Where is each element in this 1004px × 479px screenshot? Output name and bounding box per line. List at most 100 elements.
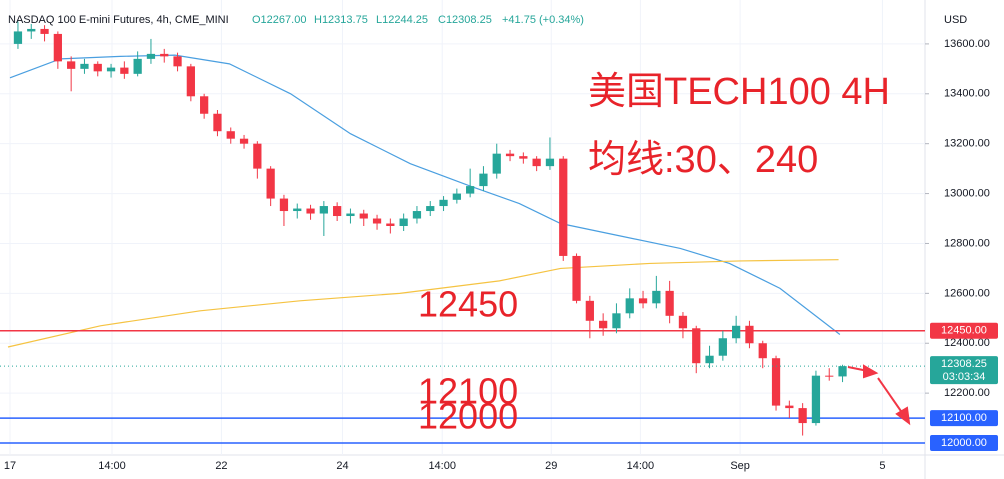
- candle-body: [625, 298, 634, 314]
- header-low: L12244.25: [376, 14, 428, 26]
- candle-body: [146, 53, 156, 59]
- moving-average: [7, 259, 839, 348]
- x-tick-label: 14:00: [428, 460, 456, 472]
- candle-body: [479, 173, 488, 187]
- candle-body: [27, 28, 36, 32]
- candle-body: [745, 325, 754, 344]
- chart-title: 美国TECH100 4H: [588, 71, 890, 113]
- candle-body: [665, 290, 674, 316]
- candle-body: [572, 255, 581, 301]
- candle-body: [213, 113, 222, 132]
- candle-body: [798, 408, 807, 424]
- candle-body: [53, 33, 62, 62]
- candle-body: [545, 158, 555, 167]
- candle-body: [226, 131, 235, 139]
- x-tick-label: Sep: [730, 460, 750, 472]
- x-tick-label: 29: [545, 460, 557, 472]
- candle-body: [705, 355, 714, 364]
- level-tag: [930, 410, 998, 427]
- level-annotation: 12100: [418, 371, 518, 412]
- candle-body: [732, 325, 741, 339]
- candle-body: [173, 56, 182, 67]
- x-tick-label: 24: [336, 460, 348, 472]
- x-tick-label: 14:00: [627, 460, 655, 472]
- candle-body: [306, 208, 315, 214]
- x-tick-label: 5: [879, 460, 885, 472]
- candle-body: [266, 168, 275, 199]
- candle-body: [120, 67, 129, 74]
- candle-body: [160, 53, 169, 57]
- plot-area: [0, 0, 925, 455]
- level-tag-label: 12100.00: [941, 412, 987, 424]
- candle-body: [253, 143, 262, 169]
- candle-body: [678, 315, 688, 329]
- y-tick-label: 12400.00: [944, 337, 990, 349]
- y-tick-label: 13600.00: [944, 38, 990, 50]
- candle-body: [838, 366, 847, 377]
- candle-body: [466, 186, 475, 194]
- level-tag-label: 12450.00: [941, 325, 987, 337]
- header-symbol: NASDAQ 100 E-mini Futures, 4h, CME_MINI: [8, 14, 229, 26]
- candle-body: [771, 358, 781, 406]
- arrows: [847, 364, 911, 426]
- candle-body: [532, 158, 541, 167]
- x-tick-label: 14:00: [98, 460, 126, 472]
- candle-body: [346, 213, 355, 217]
- candle-body: [612, 313, 621, 329]
- candle-body: [718, 338, 727, 356]
- last-price-tag: [930, 356, 998, 385]
- candle-body: [758, 343, 767, 359]
- candle-body: [279, 198, 289, 212]
- candle-body: [293, 208, 302, 212]
- candle-body: [67, 61, 76, 69]
- candle-body: [585, 300, 594, 321]
- y-tick-label: 12200.00: [944, 387, 990, 399]
- level-tag: [930, 322, 998, 339]
- header-change: +41.75 (+0.34%): [502, 14, 584, 26]
- y-tick-label: 13000.00: [944, 187, 990, 199]
- candle-body: [80, 63, 89, 69]
- candle-body: [106, 67, 116, 72]
- candle-body: [652, 290, 661, 304]
- candle-body: [439, 199, 448, 207]
- y-tick-label: 12600.00: [944, 287, 990, 299]
- header-open: O12267.00: [252, 14, 306, 26]
- candle-body: [319, 206, 328, 214]
- candle-body: [811, 375, 821, 424]
- header-high: H12313.75: [314, 14, 368, 26]
- candle-body: [239, 138, 249, 144]
- header-close: C12308.25: [438, 14, 492, 26]
- candle-body: [505, 153, 515, 157]
- candle-body: [333, 206, 342, 217]
- candle-body: [452, 193, 461, 200]
- candle-body: [825, 375, 834, 377]
- candle-body: [599, 320, 608, 329]
- candle-body: [386, 223, 395, 227]
- candle-body: [519, 156, 528, 159]
- candle-body: [559, 158, 568, 256]
- x-tick-label: 17: [4, 460, 16, 472]
- level-tag: [930, 435, 998, 452]
- countdown-label: 03:03:34: [943, 371, 986, 383]
- candle-body: [426, 206, 435, 212]
- candle-body: [638, 298, 648, 304]
- level-annotation: 12450: [418, 283, 518, 324]
- candle-body: [399, 218, 408, 227]
- chart-subtitle: 均线:30、240: [588, 139, 818, 181]
- last-price-label: 12308.25: [941, 358, 987, 370]
- candle-body: [785, 405, 794, 409]
- candle-body: [200, 96, 209, 114]
- candle-body: [40, 28, 49, 34]
- candle-body: [372, 218, 382, 224]
- x-tick-label: 22: [215, 460, 227, 472]
- candle-body: [93, 63, 102, 72]
- y-tick-label: 13400.00: [944, 88, 990, 100]
- candle-body: [133, 58, 142, 74]
- level-tag-label: 12000.00: [941, 437, 987, 449]
- candle-body: [359, 213, 368, 219]
- candle-body: [692, 328, 701, 364]
- level-annotation: 12000: [418, 396, 518, 437]
- candle-body: [186, 66, 195, 97]
